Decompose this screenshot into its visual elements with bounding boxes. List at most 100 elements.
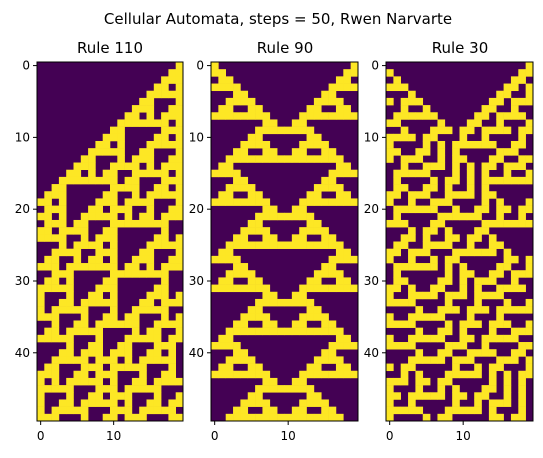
heatmap-cell (233, 327, 241, 336)
heatmap-cell (51, 248, 60, 257)
heatmap-cell (175, 97, 184, 106)
heatmap-cell (335, 356, 344, 364)
heatmap-cell (124, 413, 133, 422)
axis-ticks: 0 10 20 30 40 0 10 (15, 59, 122, 443)
heatmap-cell (503, 370, 512, 379)
heatmap-cell (175, 169, 184, 178)
heatmap-cell (400, 97, 409, 106)
heatmap-cell (110, 356, 118, 364)
heatmap-cell (452, 191, 460, 199)
heatmap-cell (400, 241, 409, 249)
heatmap-cell (110, 349, 118, 357)
heatmap-cell (44, 363, 52, 372)
heatmap-cell (153, 270, 162, 278)
heatmap-cell (386, 219, 394, 228)
heatmap-cell (408, 234, 416, 242)
heatmap-cell (444, 126, 453, 135)
heatmap-cell (415, 356, 424, 364)
heatmap-cell (37, 334, 45, 343)
heatmap-cell (518, 219, 526, 228)
heatmap-cell (269, 298, 278, 307)
heatmap-cell (277, 298, 285, 307)
heatmap-cell (481, 191, 490, 199)
heatmap-cell (299, 241, 307, 249)
heatmap-cell (306, 227, 315, 235)
heatmap-cell (459, 334, 468, 343)
heatmap-cell (306, 392, 315, 400)
heatmap-cell (51, 234, 60, 242)
heatmap-cell (161, 191, 169, 199)
heatmap-cell (44, 205, 52, 214)
heatmap-cell (321, 184, 329, 192)
heatmap-cell (233, 90, 241, 99)
heatmap-cell (146, 148, 155, 156)
heatmap-cell (110, 198, 118, 206)
heatmap-cell (503, 298, 512, 307)
heatmap-cell (218, 191, 226, 199)
heatmap-cell (510, 219, 519, 228)
panel-title: Rule 110 (77, 39, 143, 57)
heatmap-cell (393, 377, 401, 386)
heatmap-cell (400, 377, 409, 386)
heatmap-cell (291, 298, 300, 307)
heatmap-cell (110, 320, 118, 328)
heatmap-cell (37, 298, 45, 307)
heatmap-cell (247, 241, 256, 249)
heatmap-cell (444, 241, 453, 249)
heatmap-cell (73, 241, 82, 249)
heatmap-cell (496, 148, 504, 156)
heatmap-cell (124, 212, 133, 221)
heatmap-cell (131, 270, 140, 278)
heatmap-cell (328, 349, 337, 357)
heatmap-cell (58, 349, 67, 357)
heatmap-cell (73, 370, 82, 379)
heatmap-cell (291, 212, 300, 221)
heatmap-cell (350, 342, 359, 350)
heatmap-cell (422, 112, 431, 120)
heatmap-cell (335, 191, 344, 199)
heatmap-cell (247, 277, 256, 285)
heatmap-cell (117, 148, 125, 156)
heatmap-cell (51, 313, 60, 321)
heatmap-cell (124, 349, 133, 357)
heatmap-cell (444, 184, 453, 192)
heatmap-cell (88, 162, 96, 170)
heatmap-cell (168, 263, 176, 271)
heatmap-cell (168, 191, 176, 199)
heatmap-cell (262, 234, 271, 242)
heatmap-cell (44, 413, 52, 422)
heatmap-cell (525, 155, 534, 163)
heatmap-cell (444, 320, 453, 328)
heatmap-cell (459, 212, 468, 221)
heatmap-cell (408, 205, 416, 214)
heatmap-cell (153, 241, 162, 249)
heatmap-cell (37, 370, 45, 379)
heatmap-cell (131, 263, 140, 271)
heatmap-cell (481, 184, 490, 192)
heatmap-cell (262, 198, 271, 206)
heatmap-cell (168, 334, 176, 343)
heatmap-cell (95, 255, 103, 264)
heatmap-cell (168, 155, 176, 163)
heatmap-cell (37, 392, 45, 400)
heatmap-cell (496, 97, 504, 106)
heatmap-cell (386, 119, 394, 127)
heatmap-cell (321, 112, 329, 120)
heatmap-cell (481, 112, 490, 120)
heatmap-cell (422, 241, 431, 249)
heatmap-cell (80, 241, 89, 249)
heatmap-cell (313, 277, 322, 285)
heatmap-cell (117, 320, 125, 328)
heatmap-cell (393, 119, 401, 127)
heatmap-cell (503, 306, 512, 314)
heatmap-cell (139, 334, 147, 343)
heatmap-cell (452, 385, 460, 393)
heatmap-cell (328, 198, 337, 206)
heatmap-cell (459, 248, 468, 257)
heatmap-cell (110, 212, 118, 221)
heatmap-cell (503, 112, 512, 120)
heatmap-cell (102, 413, 111, 422)
heatmap-cell (73, 406, 82, 415)
heatmap-cell (139, 119, 147, 127)
heatmap-cell (488, 140, 497, 149)
